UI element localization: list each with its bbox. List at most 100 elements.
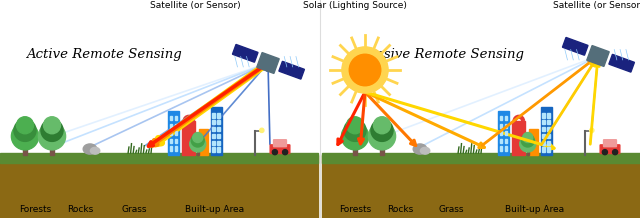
FancyBboxPatch shape <box>273 140 287 147</box>
Bar <box>563 37 588 55</box>
Circle shape <box>612 150 618 155</box>
Circle shape <box>44 117 61 134</box>
Bar <box>170 146 172 151</box>
Circle shape <box>602 150 607 155</box>
Bar <box>196 146 199 155</box>
Circle shape <box>589 128 594 133</box>
Circle shape <box>282 150 287 155</box>
Bar <box>609 54 634 72</box>
Text: Active Remote Sensing: Active Remote Sensing <box>26 48 181 61</box>
Bar <box>218 113 220 118</box>
Bar <box>168 111 179 155</box>
Bar <box>542 141 545 145</box>
Text: Forests: Forests <box>19 205 51 214</box>
Bar <box>353 140 356 155</box>
Circle shape <box>346 117 364 134</box>
Bar <box>500 131 502 135</box>
Circle shape <box>41 119 63 141</box>
Circle shape <box>344 119 366 141</box>
Bar <box>212 127 215 131</box>
Circle shape <box>193 133 203 143</box>
Bar <box>547 127 550 131</box>
Circle shape <box>14 119 36 141</box>
Circle shape <box>38 123 65 150</box>
Bar <box>175 139 177 143</box>
Bar <box>218 141 220 145</box>
Bar <box>587 46 609 66</box>
Text: Satellite (or Sensor): Satellite (or Sensor) <box>150 1 241 10</box>
Bar <box>218 120 220 124</box>
Bar <box>211 107 223 155</box>
Bar <box>505 116 508 120</box>
Bar <box>542 147 545 152</box>
Bar <box>505 146 508 151</box>
Ellipse shape <box>83 144 97 154</box>
Bar <box>218 134 220 138</box>
Circle shape <box>191 134 204 147</box>
Bar <box>218 127 220 131</box>
Circle shape <box>521 134 534 147</box>
Bar <box>547 141 550 145</box>
Bar <box>175 146 177 151</box>
Bar <box>500 116 502 120</box>
Text: Forests: Forests <box>339 205 371 214</box>
Circle shape <box>273 150 278 155</box>
Circle shape <box>342 47 388 93</box>
Bar <box>513 121 525 155</box>
Bar <box>322 153 640 163</box>
Bar <box>529 129 538 155</box>
Bar <box>380 140 384 155</box>
FancyBboxPatch shape <box>604 140 616 147</box>
Bar <box>182 121 195 155</box>
Circle shape <box>374 117 390 134</box>
Bar <box>541 107 552 155</box>
Circle shape <box>349 54 381 86</box>
Circle shape <box>341 123 369 150</box>
Bar <box>547 147 550 152</box>
Bar <box>212 147 215 152</box>
Bar <box>212 120 215 124</box>
Bar <box>170 131 172 135</box>
Text: Grass: Grass <box>438 205 464 214</box>
Circle shape <box>12 123 38 150</box>
FancyBboxPatch shape <box>270 145 290 153</box>
Bar <box>218 147 220 152</box>
Circle shape <box>369 123 396 150</box>
Ellipse shape <box>420 147 430 154</box>
Bar <box>542 113 545 118</box>
Ellipse shape <box>90 147 100 154</box>
Bar <box>170 139 172 143</box>
Bar <box>547 113 550 118</box>
Bar <box>500 124 502 128</box>
Text: Rocks: Rocks <box>67 205 93 214</box>
Bar <box>51 140 54 155</box>
Text: Rocks: Rocks <box>387 205 413 214</box>
Bar <box>547 134 550 138</box>
Bar <box>0 153 318 163</box>
Circle shape <box>520 136 536 152</box>
Bar <box>170 124 172 128</box>
Text: Built-up Area: Built-up Area <box>505 205 564 214</box>
Circle shape <box>523 133 532 143</box>
Bar <box>170 116 172 120</box>
Text: Solar (Lighting Source): Solar (Lighting Source) <box>303 1 407 10</box>
Bar <box>175 124 177 128</box>
Bar <box>175 116 177 120</box>
Bar <box>279 61 305 79</box>
Bar <box>500 139 502 143</box>
Bar <box>542 134 545 138</box>
Bar <box>542 120 545 124</box>
Circle shape <box>189 136 205 152</box>
FancyBboxPatch shape <box>600 145 620 153</box>
Bar <box>505 131 508 135</box>
Bar <box>198 129 208 155</box>
Circle shape <box>17 117 33 134</box>
Bar <box>23 140 27 155</box>
Bar <box>542 127 545 131</box>
Bar <box>498 111 509 155</box>
Bar <box>500 146 502 151</box>
Bar <box>175 131 177 135</box>
Bar <box>232 44 258 62</box>
Bar <box>505 139 508 143</box>
Circle shape <box>371 119 393 141</box>
